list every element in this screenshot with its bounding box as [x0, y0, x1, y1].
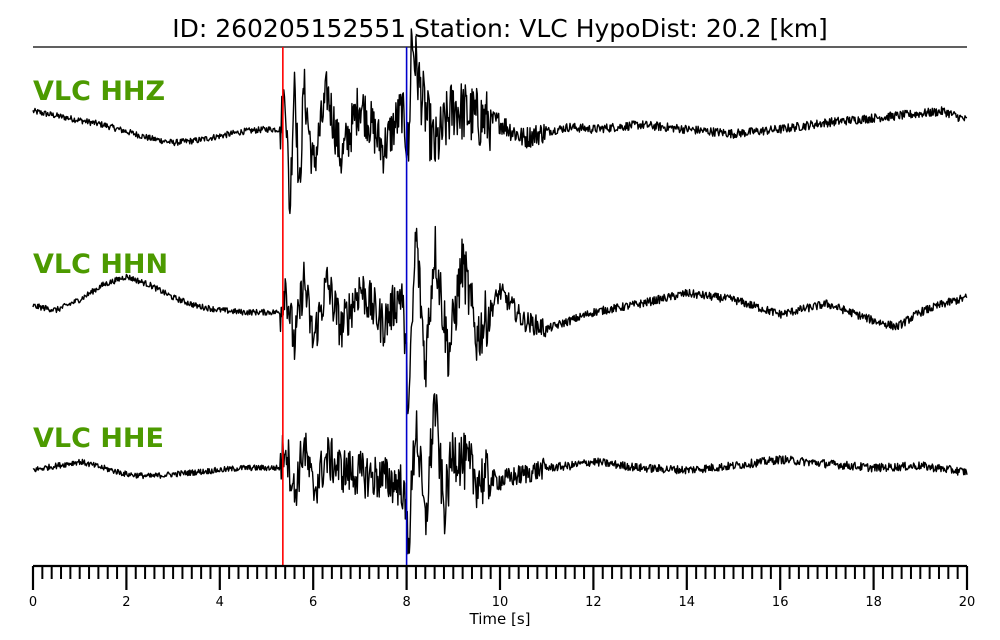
tick-label: 2	[122, 595, 130, 610]
waveform-trace-1	[32, 28, 968, 215]
tick-label: 10	[492, 595, 509, 610]
tick-label: 14	[679, 595, 696, 610]
waveform-trace-2	[32, 225, 968, 415]
tick-label: 8	[402, 595, 410, 610]
trace-label-1: VLC HHZ	[33, 76, 165, 107]
picks-group	[282, 47, 408, 566]
waveform-trace-3	[32, 393, 968, 555]
trace-label-2: VLC HHN	[33, 249, 168, 280]
tick-label: 0	[29, 595, 37, 610]
time-axis: 0 2 4 6 8 10 12 14 16 18 20	[29, 564, 976, 610]
chart-title: ID: 260205152551 Station: VLC HypoDist: …	[172, 14, 828, 43]
tick-label: 12	[585, 595, 602, 610]
tick-label: 16	[772, 595, 789, 610]
tick-label: 20	[959, 595, 976, 610]
traces-group: VLC HHZ VLC HHN VLC HHE	[32, 28, 968, 555]
trace-label-3: VLC HHE	[33, 423, 164, 454]
tick-label: 18	[865, 595, 882, 610]
x-axis-label: Time [s]	[469, 610, 531, 628]
tick-label: 4	[216, 595, 224, 610]
tick-label: 6	[309, 595, 317, 610]
